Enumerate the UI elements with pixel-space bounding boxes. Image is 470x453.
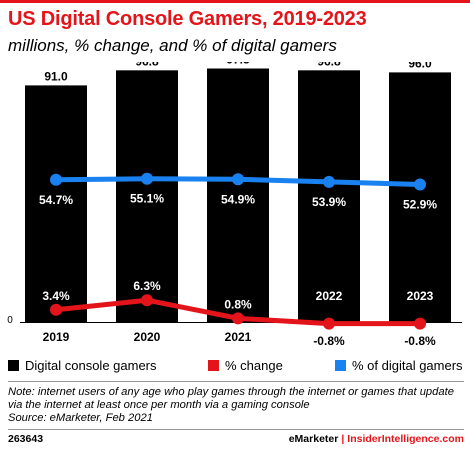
pct-digital-gamers-label: 54.7% bbox=[39, 193, 73, 207]
bar bbox=[298, 70, 360, 322]
pct-change-point bbox=[414, 317, 426, 330]
brand-insider-intelligence: InsiderIntelligence.com bbox=[347, 433, 464, 445]
bar bbox=[389, 72, 451, 323]
bar-value-label: 96.0 bbox=[408, 62, 432, 70]
legend-swatch-red bbox=[208, 360, 219, 371]
x-axis-tick-label: 2019 bbox=[43, 330, 70, 344]
legend-item-percent-digital-gamers: % of digital gamers bbox=[335, 358, 463, 373]
bar bbox=[25, 85, 87, 323]
divider bbox=[8, 429, 464, 430]
top-accent-rule bbox=[0, 0, 470, 3]
pct-change-point bbox=[141, 294, 153, 307]
x-axis-tick-label: 2020 bbox=[134, 330, 161, 344]
legend-label: % change bbox=[225, 358, 283, 373]
divider bbox=[8, 381, 464, 382]
pct-change-label: 3.4% bbox=[42, 289, 70, 303]
source-text: Source: eMarketer, Feb 2021 bbox=[8, 412, 153, 424]
pct-change-label: -0.8% bbox=[313, 334, 345, 348]
bar-value-label: 96.8 bbox=[135, 62, 159, 68]
footer-brand: eMarketer | InsiderIntelligence.com bbox=[289, 433, 464, 445]
note-text: Note: internet users of any age who play… bbox=[8, 386, 454, 411]
pct-digital-gamers-point bbox=[50, 173, 62, 186]
x-axis-tick-label: 2022 bbox=[316, 289, 343, 303]
brand-separator: | bbox=[341, 433, 345, 445]
chart-note: Note: internet users of any age who play… bbox=[8, 386, 464, 425]
legend-item-percent-change: % change bbox=[208, 358, 283, 373]
chart-subtitle: millions, % change, and % of digital gam… bbox=[8, 36, 337, 55]
pct-digital-gamers-label: 55.1% bbox=[130, 192, 164, 206]
bar bbox=[116, 70, 178, 322]
bar-value-label: 97.5 bbox=[226, 62, 250, 67]
chart-id: 263643 bbox=[8, 433, 44, 445]
pct-change-point bbox=[50, 303, 62, 316]
pct-digital-gamers-label: 52.9% bbox=[403, 197, 437, 211]
pct-change-point bbox=[323, 317, 335, 330]
legend-label: % of digital gamers bbox=[352, 358, 463, 373]
pct-change-label: -0.8% bbox=[404, 334, 436, 348]
legend-swatch-black bbox=[8, 360, 19, 371]
bar bbox=[207, 68, 269, 322]
pct-change-point bbox=[232, 312, 244, 325]
bar-value-label: 96.8 bbox=[317, 62, 341, 68]
pct-change-label: 6.3% bbox=[133, 279, 161, 293]
chart-legend: Digital console gamers % change % of dig… bbox=[8, 358, 468, 378]
legend-item-digital-console-gamers: Digital console gamers bbox=[8, 358, 157, 373]
legend-swatch-blue bbox=[335, 360, 346, 371]
y-axis-tick-label: 0 bbox=[7, 315, 13, 326]
pct-digital-gamers-label: 54.9% bbox=[221, 192, 255, 206]
x-axis-tick-label: 2021 bbox=[225, 330, 252, 344]
x-axis-tick-label: 2023 bbox=[407, 289, 434, 303]
chart-title: US Digital Console Gamers, 2019-2023 bbox=[8, 8, 367, 30]
pct-digital-gamers-point bbox=[232, 173, 244, 186]
chart-area: 91.0 96.8 97.5 96.8 96.0 0 54.7% 55.1% 54.9% 53.9… bbox=[7, 62, 462, 348]
pct-change-label: 0.8% bbox=[224, 297, 252, 311]
pct-digital-gamers-point bbox=[141, 172, 153, 185]
bar-value-label: 91.0 bbox=[44, 69, 68, 83]
legend-label: Digital console gamers bbox=[25, 358, 157, 373]
pct-digital-gamers-point bbox=[414, 178, 426, 191]
pct-digital-gamers-point bbox=[323, 175, 335, 188]
pct-digital-gamers-label: 53.9% bbox=[312, 195, 346, 209]
brand-emarketer: eMarketer bbox=[288, 433, 339, 445]
